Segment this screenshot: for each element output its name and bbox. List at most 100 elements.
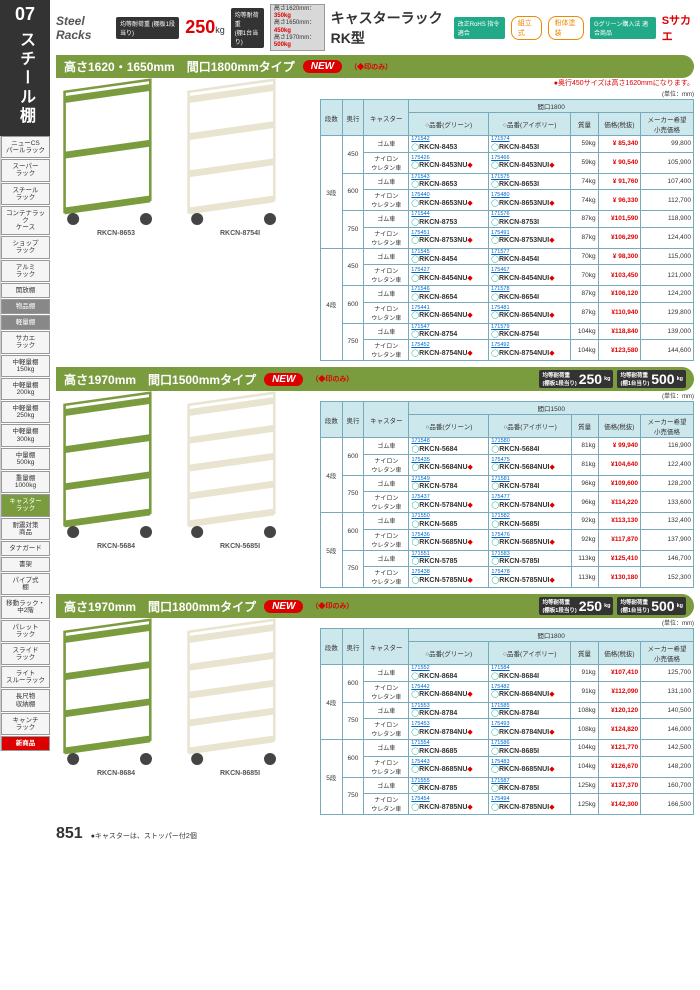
product-link[interactable]: 171553 bbox=[411, 704, 486, 710]
rack-diagram: RKCN-8684 RKCN-8685I bbox=[56, 618, 316, 815]
product-link[interactable]: 171585 bbox=[491, 704, 568, 710]
product-link[interactable]: 175442 bbox=[411, 685, 486, 691]
product-link[interactable]: 171586 bbox=[491, 741, 568, 747]
product-link[interactable]: 171554 bbox=[411, 741, 486, 747]
product-link[interactable]: 175437 bbox=[411, 495, 486, 501]
product-link[interactable]: 171579 bbox=[491, 325, 568, 331]
product-link[interactable]: 171552 bbox=[411, 666, 486, 672]
nav-item[interactable]: 新商品 bbox=[1, 736, 50, 751]
product-link[interactable]: 175452 bbox=[411, 343, 486, 349]
product-link[interactable]: 171582 bbox=[491, 514, 568, 520]
new-badge: NEW bbox=[264, 373, 303, 386]
product-link[interactable]: 171578 bbox=[491, 287, 568, 293]
product-link[interactable]: 175483 bbox=[491, 760, 568, 766]
nav-item[interactable]: 中軽量棚200kg bbox=[1, 378, 50, 400]
product-link[interactable]: 171574 bbox=[491, 137, 568, 143]
product-link[interactable]: 171546 bbox=[411, 287, 486, 293]
nav-item[interactable]: パイプ式棚 bbox=[1, 573, 50, 595]
product-link[interactable]: 171548 bbox=[411, 439, 486, 445]
product-link[interactable]: 175451 bbox=[411, 231, 486, 237]
nav-item[interactable]: タナガード bbox=[1, 541, 50, 556]
product-link[interactable]: 171583 bbox=[491, 552, 568, 558]
product-link[interactable]: 171577 bbox=[491, 250, 568, 256]
nav-item[interactable]: 軽量棚 bbox=[1, 315, 50, 330]
product-link[interactable]: 175467 bbox=[491, 268, 568, 274]
nav-item[interactable]: 開放棚 bbox=[1, 283, 50, 298]
nav-item[interactable]: キャスターラック bbox=[1, 494, 50, 516]
product-link[interactable]: 171575 bbox=[491, 175, 568, 181]
nav-item[interactable]: 重量棚1000kg bbox=[1, 471, 50, 493]
product-link[interactable]: 171549 bbox=[411, 477, 486, 483]
product-link[interactable]: 175482 bbox=[491, 685, 568, 691]
table-row: 5段600ゴム車171554◯RKCN-8685171586◯RKCN-8685… bbox=[321, 740, 694, 757]
nav-item[interactable]: ショップラック bbox=[1, 236, 50, 258]
product-link[interactable]: 175427 bbox=[411, 268, 486, 274]
product-link[interactable]: 171576 bbox=[491, 212, 568, 218]
product-link[interactable]: 175480 bbox=[491, 193, 568, 199]
nav-item[interactable]: 中軽量棚250kg bbox=[1, 401, 50, 423]
product-link[interactable]: 171550 bbox=[411, 514, 486, 520]
nav-item[interactable]: キャンチラック bbox=[1, 713, 50, 735]
nav-item[interactable]: パレットラック bbox=[1, 620, 50, 642]
product-link[interactable]: 175441 bbox=[411, 306, 486, 312]
rack-diagram: RKCN-5684 RKCN-5685I bbox=[56, 391, 316, 588]
nav-item[interactable]: 中軽量棚300kg bbox=[1, 424, 50, 446]
table-row: 750ゴム車171553◯RKCN-8784171585◯RKCN-8784I1… bbox=[321, 702, 694, 719]
product-link[interactable]: 171555 bbox=[411, 779, 486, 785]
product-link[interactable]: 171581 bbox=[491, 477, 568, 483]
product-link[interactable]: 175494 bbox=[491, 797, 568, 803]
product-link[interactable]: 175466 bbox=[491, 156, 568, 162]
table-row: ナイロンウレタン車175443◯RKCN-8685NU◆175483◯RKCN-… bbox=[321, 756, 694, 777]
product-link[interactable]: 175454 bbox=[411, 797, 486, 803]
nav-item[interactable]: 書架 bbox=[1, 557, 50, 572]
product-link[interactable]: 175478 bbox=[491, 570, 568, 576]
product-link[interactable]: 175481 bbox=[491, 306, 568, 312]
nav-item[interactable]: コンテナラックケース bbox=[1, 206, 50, 235]
tag-coating: 粉体塗装 bbox=[548, 16, 584, 40]
nav-item[interactable]: アルミラック bbox=[1, 260, 50, 282]
product-link[interactable]: 175435 bbox=[411, 458, 486, 464]
load-badge-label: 均等耐荷重 (棚板1段当り) bbox=[116, 17, 179, 39]
product-link[interactable]: 175453 bbox=[411, 722, 486, 728]
nav-item[interactable]: 移動ラック・中2階 bbox=[1, 596, 50, 618]
table-row: 4段600ゴム車171552◯RKCN-8684171584◯RKCN-8684… bbox=[321, 665, 694, 682]
nav-item[interactable]: スーパーラック bbox=[1, 159, 50, 181]
product-link[interactable]: 175443 bbox=[411, 760, 486, 766]
nav-item[interactable]: スチールラック bbox=[1, 183, 50, 205]
product-link[interactable]: 175476 bbox=[491, 533, 568, 539]
product-link[interactable]: 171547 bbox=[411, 325, 486, 331]
product-link[interactable]: 175477 bbox=[491, 495, 568, 501]
product-link[interactable]: 171580 bbox=[491, 439, 568, 445]
product-link[interactable]: 171543 bbox=[411, 175, 486, 181]
product-link[interactable]: 175475 bbox=[491, 458, 568, 464]
nav-list: ニューCSパールラックスーパーラックスチールラックコンテナラックケースショップラ… bbox=[0, 136, 50, 751]
product-link[interactable]: 171587 bbox=[491, 779, 568, 785]
product-link[interactable]: 171544 bbox=[411, 212, 486, 218]
nav-item[interactable]: ニューCSパールラック bbox=[1, 136, 50, 158]
nav-item[interactable]: 中軽量棚150kg bbox=[1, 355, 50, 377]
nav-item[interactable]: 長尺物収納棚 bbox=[1, 689, 50, 711]
table-row: 750ゴム車171549◯RKCN-5784171581◯RKCN-5784I9… bbox=[321, 475, 694, 492]
product-link[interactable]: 171584 bbox=[491, 666, 568, 672]
product-link[interactable]: 175426 bbox=[411, 156, 486, 162]
nav-item[interactable]: 物品棚 bbox=[1, 299, 50, 314]
brand-logo: Sサカエ bbox=[662, 12, 694, 44]
product-link[interactable]: 171551 bbox=[411, 552, 486, 558]
nav-item[interactable]: サカエラック bbox=[1, 331, 50, 353]
product-link[interactable]: 171542 bbox=[411, 137, 486, 143]
product-link[interactable]: 175438 bbox=[411, 570, 486, 576]
spec-table: 段数奥行キャスター間口1500○品番(グリーン)○品番(アイボリー)質量価格(税… bbox=[320, 401, 694, 588]
product-link[interactable]: 171545 bbox=[411, 250, 486, 256]
nav-item[interactable]: 耐震対策商品 bbox=[1, 518, 50, 540]
product-link[interactable]: 175436 bbox=[411, 533, 486, 539]
height-specs: 高さ1620mm：350kg高さ1650mm：450kg高さ1970mm：500… bbox=[270, 4, 325, 51]
product-link[interactable]: 175440 bbox=[411, 193, 486, 199]
product-link[interactable]: 175491 bbox=[491, 231, 568, 237]
new-badge: NEW bbox=[303, 60, 342, 73]
page-header: Steel Racks 均等耐荷重 (棚板1段当り) 250kg 均等耐荷重(棚… bbox=[56, 4, 694, 51]
nav-item[interactable]: 中量棚500kg bbox=[1, 448, 50, 470]
nav-item[interactable]: スライドラック bbox=[1, 643, 50, 665]
product-link[interactable]: 175493 bbox=[491, 722, 568, 728]
nav-item[interactable]: ライトスルーラック bbox=[1, 666, 50, 688]
product-link[interactable]: 175492 bbox=[491, 343, 568, 349]
